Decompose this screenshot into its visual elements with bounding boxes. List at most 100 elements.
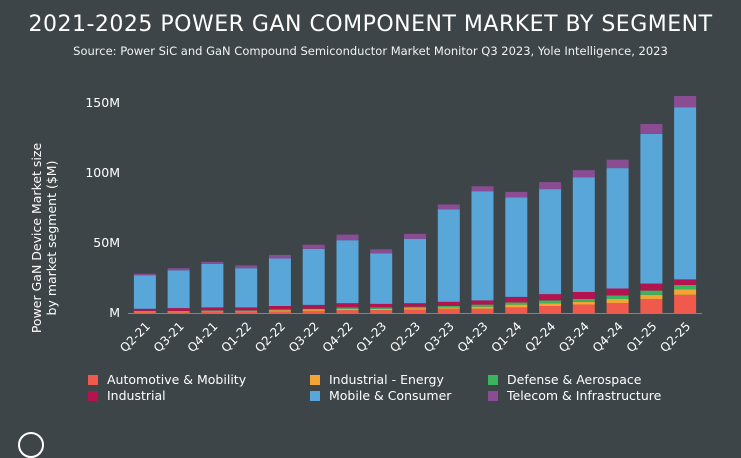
y-axis-label: Power GaN Device Market size by market se… [29, 143, 59, 334]
y-axis-label-line: by market segment ($M) [44, 161, 59, 316]
bar-segment [606, 288, 629, 296]
bar-segment [302, 309, 325, 311]
y-tick-label: 50M [93, 235, 120, 250]
bar-segment [201, 311, 224, 312]
chart-title: 2021-2025 POWER GAN COMPONENT MARKET BY … [28, 12, 713, 37]
x-tick-label: Q2-21 [117, 319, 153, 355]
bar-segment [302, 308, 325, 310]
x-tick-label: Q2-22 [252, 319, 288, 355]
bar-segment [572, 292, 595, 299]
bar-segment [268, 306, 291, 310]
stacked-bar-chart: Power GaN Device Market size by market se… [29, 95, 702, 355]
bar-segment [133, 308, 156, 311]
bar-segment [235, 310, 258, 312]
bar-segment [640, 290, 663, 295]
bar-segment [201, 307, 224, 311]
x-tick-label: Q3-22 [286, 319, 322, 355]
bar-segment [302, 248, 325, 305]
x-tick-label: Q4-22 [320, 319, 356, 355]
bar-segment [437, 301, 460, 306]
x-tick-label: Q2-23 [387, 319, 423, 355]
bar-segment [370, 307, 393, 309]
legend-swatch [88, 390, 98, 401]
bar-segment [471, 300, 494, 305]
bar-segment [539, 294, 562, 301]
bar-segment [133, 310, 156, 312]
bar-segment [606, 299, 629, 304]
legend-swatch [488, 374, 498, 385]
bar-segment [370, 303, 393, 308]
bar-segment [370, 310, 393, 313]
bar-segment [471, 186, 494, 192]
legend-swatch [88, 374, 98, 385]
x-tick-label: Q3-21 [151, 319, 187, 355]
bar-segment [302, 244, 325, 249]
bar-segment [201, 311, 224, 313]
bar-segment [471, 306, 494, 309]
legend-item: Telecom & Infrastructure [488, 388, 661, 403]
bar-segment [167, 270, 190, 309]
bars [133, 96, 697, 313]
bar-segment [201, 261, 224, 264]
bar-segment [640, 299, 663, 313]
bar-segment [167, 310, 190, 312]
bar-segment [437, 308, 460, 313]
legend-label: Telecom & Infrastructure [507, 388, 662, 403]
x-tick-label: Q1-22 [218, 319, 254, 355]
bar-segment [268, 309, 291, 311]
bar-segment [572, 304, 595, 313]
bar-segment [539, 189, 562, 295]
bar-segment [674, 289, 697, 295]
bar-segment [336, 303, 359, 308]
x-tick-label: Q4-23 [455, 319, 491, 355]
legend-item: Mobile & Consumer [310, 388, 451, 403]
bar-segment [302, 304, 325, 309]
bar-segment [235, 311, 258, 312]
x-tick-label: Q4-24 [590, 319, 626, 355]
bar-segment [302, 310, 325, 313]
bar-segment [201, 310, 224, 312]
bar-segment [572, 170, 595, 178]
x-tick-label: Q1-24 [489, 319, 525, 355]
bar-segment [235, 268, 258, 308]
bar-segment [437, 307, 460, 309]
bar-segment [201, 264, 224, 308]
bar-segment [572, 299, 595, 302]
bar-segment [336, 310, 359, 313]
bar-segment [235, 265, 258, 269]
legend-label: Defense & Aerospace [507, 372, 642, 387]
bar-segment [336, 308, 359, 311]
chart-subtitle: Source: Power SiC and GaN Compound Semic… [73, 44, 668, 58]
y-tick-label: 150M [85, 95, 120, 110]
bar-segment [505, 296, 528, 303]
bar-segment [167, 312, 190, 313]
bar-segment [133, 275, 156, 309]
x-tick-label: Q2-24 [522, 319, 558, 355]
bar-segment [505, 302, 528, 305]
bar-segment [437, 306, 460, 308]
bar-segment [167, 268, 190, 271]
bar-segment [572, 301, 595, 305]
bar-segment [268, 310, 291, 312]
bar-segment [133, 273, 156, 276]
bar-segment [404, 308, 426, 310]
legend-swatch [488, 390, 498, 401]
bar-segment [505, 191, 528, 198]
y-tick-label: 100M [85, 165, 120, 180]
bar-segment [539, 182, 562, 190]
bar-segment [674, 96, 697, 108]
bar-segment [471, 304, 494, 307]
bar-segment [370, 253, 393, 304]
bar-segment [167, 311, 190, 313]
x-tick-label: Q1-25 [624, 319, 660, 355]
bar-segment [505, 197, 528, 297]
bar-segment [505, 304, 528, 308]
x-tick-label: Q3-24 [556, 319, 592, 355]
bar-segment [235, 311, 258, 313]
bar-segment [268, 254, 291, 259]
x-tick-label: Q2-25 [657, 319, 693, 355]
bar-segment [167, 308, 190, 311]
x-axis-tick-labels: Q2-21Q3-21Q4-21Q1-22Q2-22Q3-22Q4-22Q1-23… [117, 319, 693, 355]
bar-segment [539, 303, 562, 306]
legend-swatch [310, 390, 320, 401]
